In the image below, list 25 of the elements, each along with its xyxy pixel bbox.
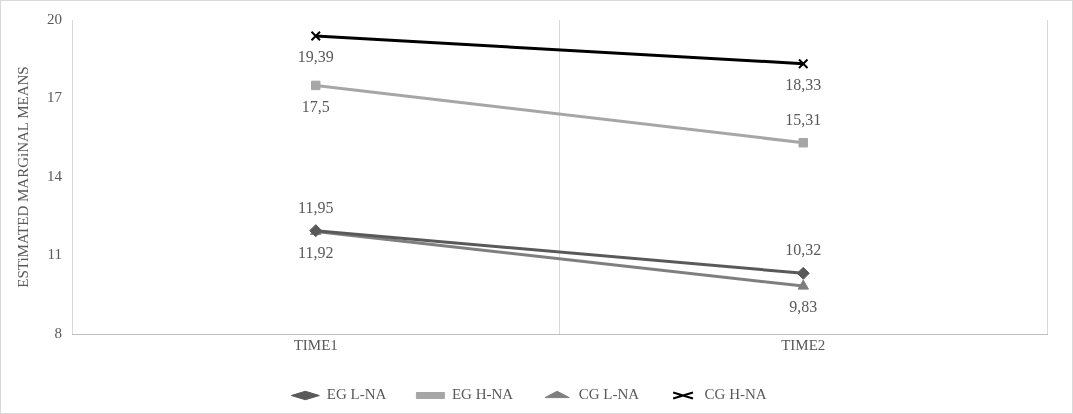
y-tick-label: 8: [54, 324, 62, 341]
point: [310, 30, 321, 42]
y-tick-label: 17: [47, 89, 63, 106]
data-label: 9,83: [789, 298, 818, 316]
legend-label: EG H-NA: [451, 386, 514, 403]
point: [798, 137, 808, 148]
data-label: 19,39: [297, 48, 334, 66]
data-label: 11,92: [298, 243, 334, 261]
point: [798, 58, 809, 69]
y-tick-label: 20: [47, 10, 62, 27]
data-label: 10,32: [785, 241, 822, 259]
legend-label: CG H-NA: [704, 386, 767, 403]
x-tick-label: TIME2: [781, 336, 826, 353]
data-label: 15,31: [785, 110, 822, 128]
point: [796, 266, 810, 280]
data-label: 11,95: [298, 198, 334, 216]
legend-label: CG L-NA: [578, 386, 640, 403]
legend-label: EG L-NA: [326, 386, 387, 403]
x-tick-label: TIME1: [293, 336, 338, 353]
y-tick-label: 11: [47, 246, 62, 263]
y-axis-title: ESTiMATED MARGiNAL MEANS: [14, 66, 31, 288]
data-label: 18,33: [785, 75, 822, 93]
data-label: 17,5: [301, 97, 330, 115]
y-tick-label: 14: [47, 167, 63, 184]
point: [311, 80, 321, 91]
